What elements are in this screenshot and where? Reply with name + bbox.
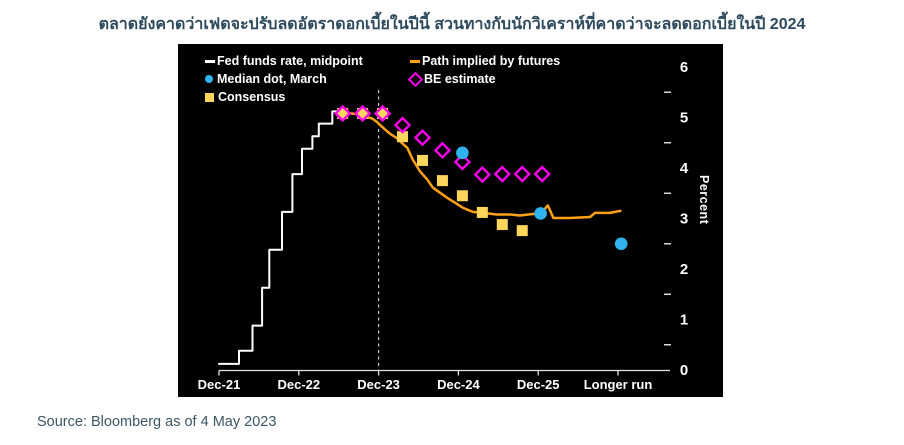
svg-text:0: 0 — [680, 362, 688, 379]
legend-item-consensus: Consensus — [205, 89, 285, 105]
svg-text:Dec-25: Dec-25 — [517, 377, 560, 392]
svg-text:Longer run: Longer run — [584, 377, 653, 392]
svg-text:2: 2 — [680, 261, 688, 278]
svg-text:1: 1 — [680, 312, 688, 329]
legend-item-futures-path: Path implied by futures — [410, 53, 560, 69]
futures-line-swatch-icon — [410, 59, 420, 63]
legend-item-be-estimate: BE estimate — [407, 71, 496, 87]
legend-item-fed-funds: Fed funds rate, midpoint — [205, 53, 363, 69]
svg-text:Dec-23: Dec-23 — [357, 377, 400, 392]
svg-text:Dec-21: Dec-21 — [198, 377, 241, 392]
median-dot-swatch-icon — [205, 75, 213, 83]
svg-text:3: 3 — [680, 211, 688, 228]
consensus-square-swatch-icon — [205, 92, 214, 102]
legend-label: Fed funds rate, midpoint — [217, 54, 363, 68]
svg-text:6: 6 — [680, 59, 688, 76]
legend-label: Median dot, March — [217, 72, 327, 86]
svg-text:Dec-22: Dec-22 — [277, 377, 320, 392]
svg-text:4: 4 — [680, 160, 689, 177]
svg-text:5: 5 — [680, 110, 688, 127]
legend-label: BE estimate — [424, 72, 496, 86]
svg-text:Dec-24: Dec-24 — [437, 377, 480, 392]
chart-title: ตลาดยังคาดว่าเฟดจะปรับลดอัตราดอกเบี้ยในป… — [98, 16, 806, 33]
fed-line-swatch-icon — [205, 59, 215, 63]
y-axis-title: Percent — [697, 175, 711, 225]
source-note: Source: Bloomberg as of 4 May 2023 — [37, 414, 277, 430]
legend-label: Consensus — [218, 90, 286, 104]
chart-svg: Dec-21 Dec-22 Dec-23 Dec-24 Dec-25 Longer run… — [198, 59, 689, 392]
legend-label: Path implied by futures — [422, 54, 561, 68]
be-diamond-swatch-icon — [407, 71, 424, 87]
chart-panel: Dec-21 Dec-22 Dec-23 Dec-24 Dec-25 Longer run… — [178, 44, 723, 397]
legend-item-median-dot: Median dot, March — [205, 71, 327, 87]
